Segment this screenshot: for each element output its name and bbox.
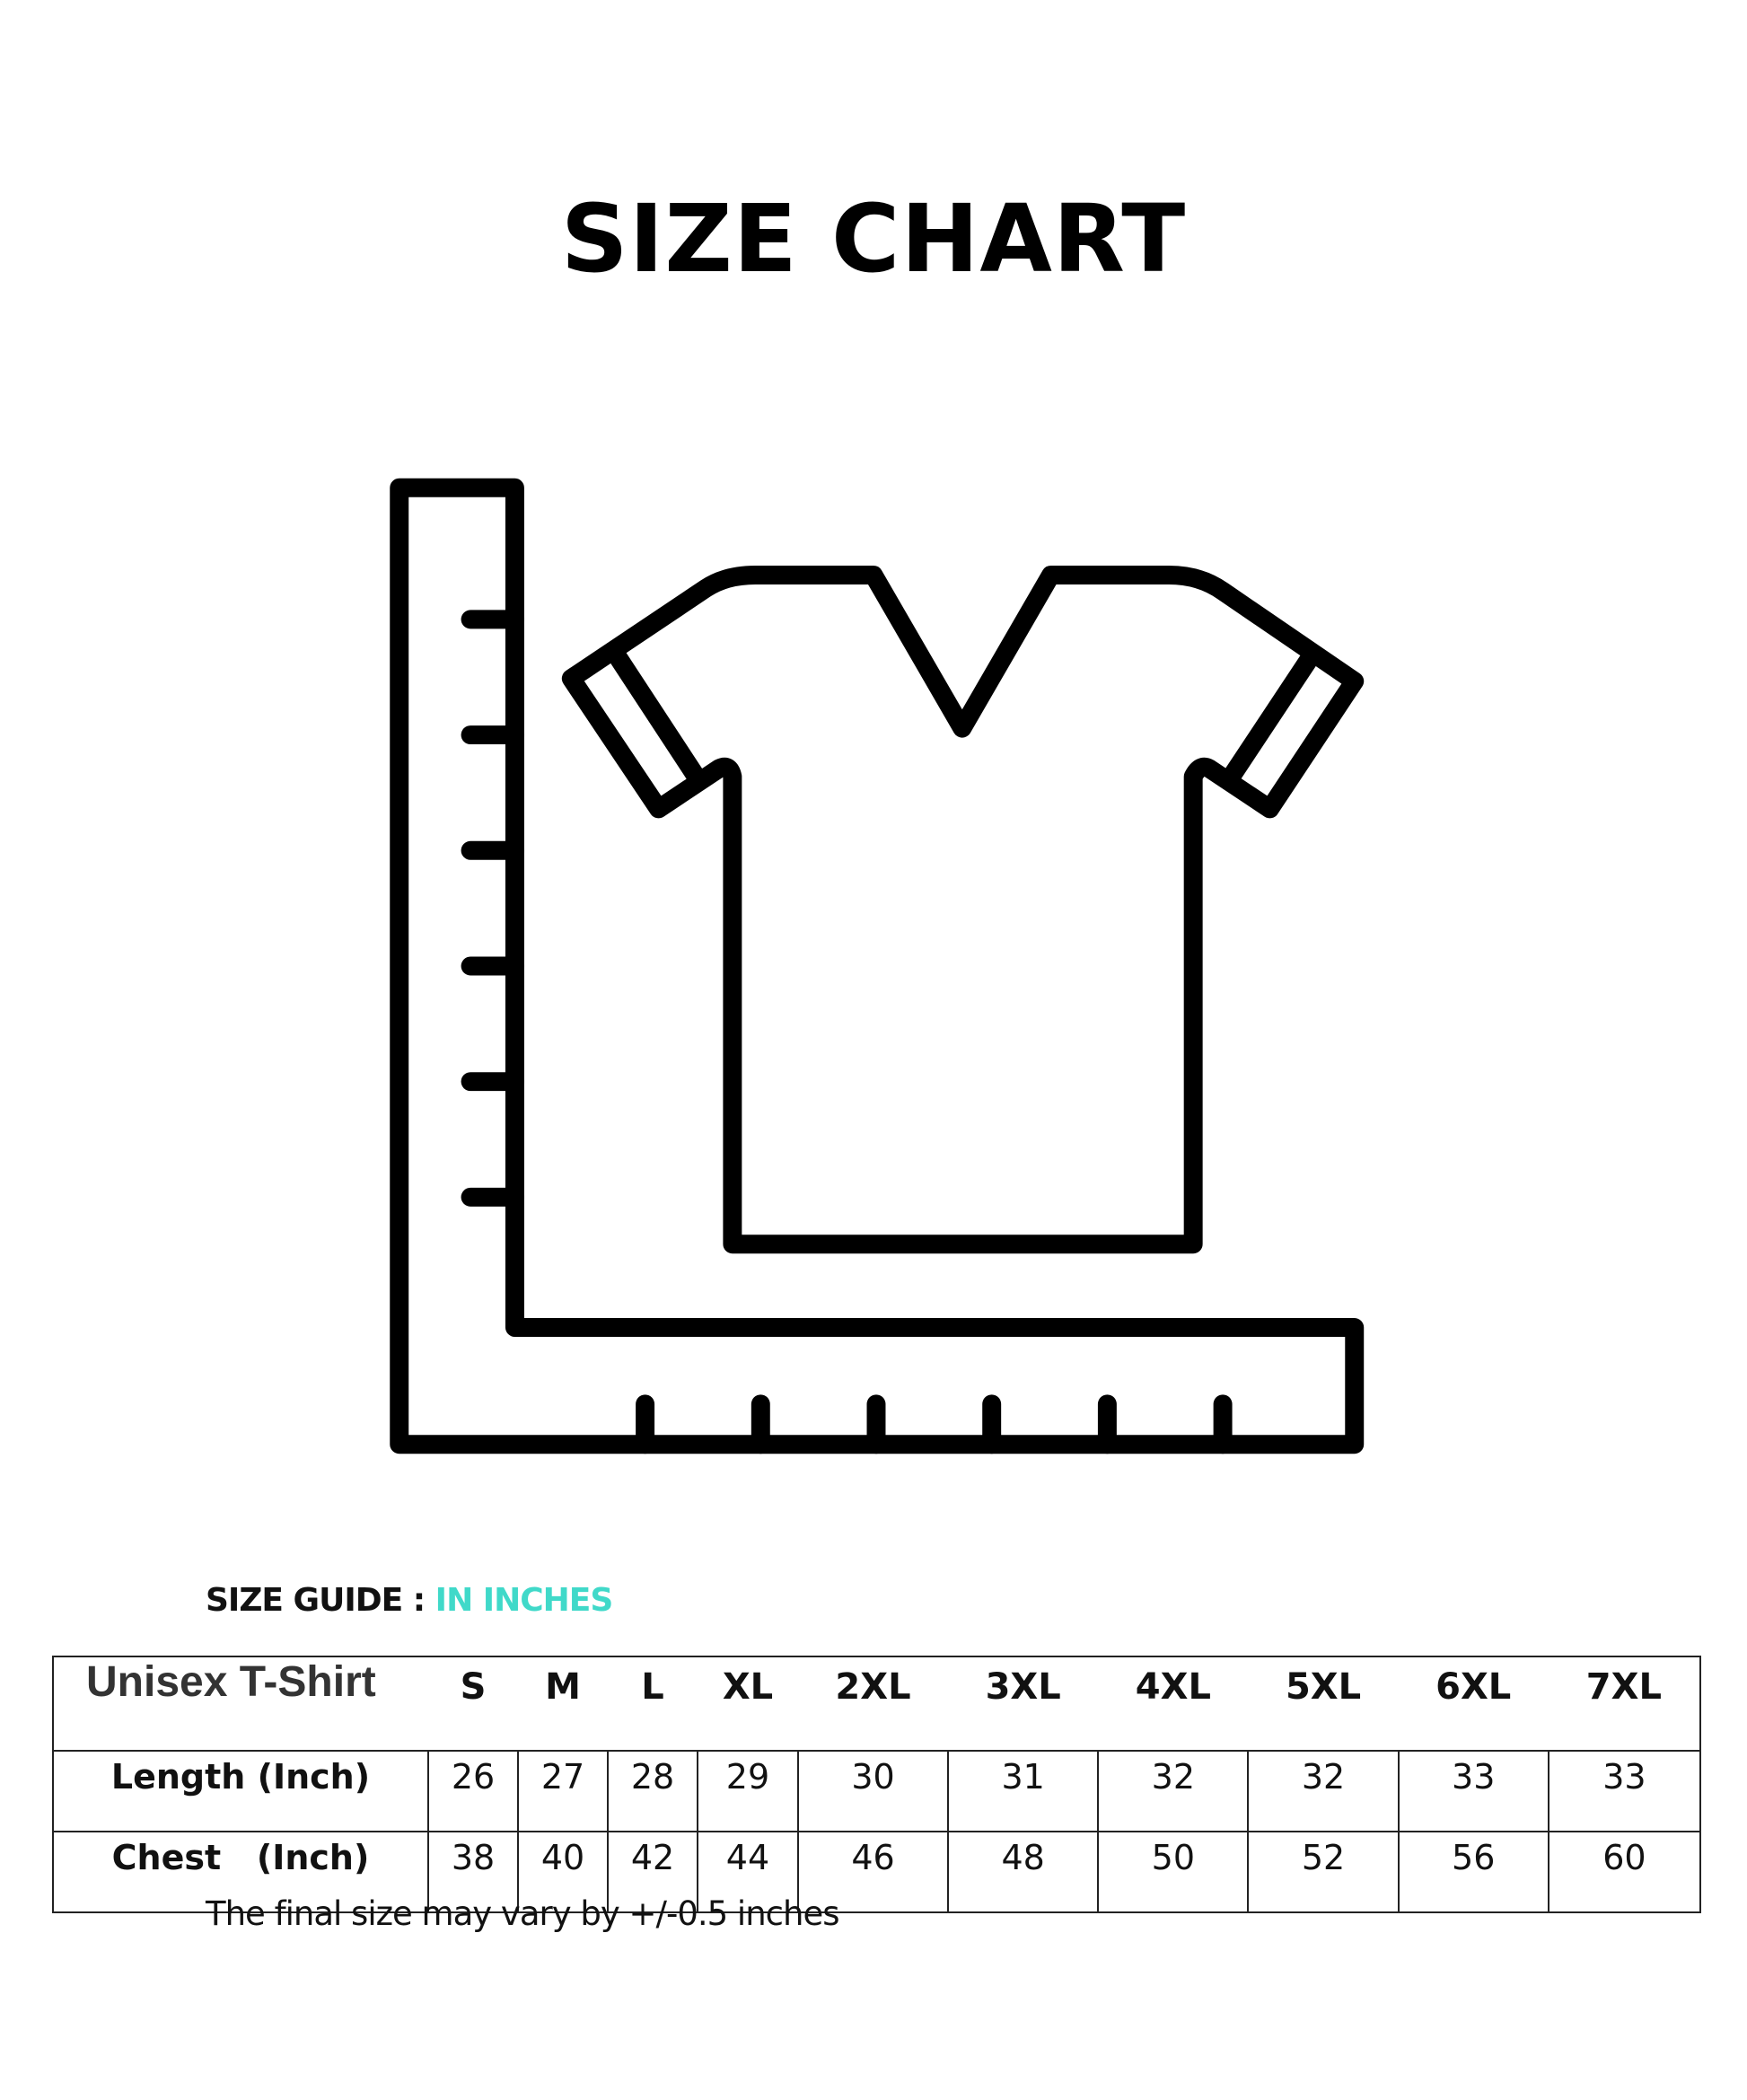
cell: 33 <box>1397 1750 1549 1832</box>
cell: 52 <box>1247 1831 1400 1913</box>
cell: 31 <box>947 1750 1100 1832</box>
table-row-length: Length (Inch) 26 27 28 29 30 31 32 32 33… <box>52 1750 1702 1832</box>
cell: 48 <box>947 1831 1100 1913</box>
product-name: Unisex T-Shirt <box>52 1656 428 1752</box>
cell: 46 <box>796 1831 950 1913</box>
cell: 56 <box>1397 1831 1549 1913</box>
size-header: S <box>428 1656 519 1752</box>
size-table: Unisex T-Shirt S M L XL 2XL 3XL 4XL 5XL … <box>52 1656 1702 1913</box>
size-header: 2XL <box>797 1656 949 1752</box>
table-header-row: Unisex T-Shirt S M L XL 2XL 3XL 4XL 5XL … <box>52 1656 1702 1752</box>
size-header: 3XL <box>948 1656 1099 1752</box>
size-guide-label: SIZE GUIDE : <box>206 1582 435 1619</box>
size-header: 7XL <box>1548 1656 1702 1752</box>
size-guide-unit: IN INCHES <box>435 1582 614 1619</box>
cell: 29 <box>697 1750 799 1832</box>
cell: 60 <box>1547 1831 1702 1913</box>
size-header: 5XL <box>1248 1656 1399 1752</box>
cell: 32 <box>1097 1750 1250 1832</box>
cell: 33 <box>1547 1750 1702 1832</box>
ruler-ticks-horizontal <box>636 1394 1233 1454</box>
cell: 38 <box>426 1831 520 1913</box>
ruler-shape <box>390 478 1365 1454</box>
page-title: SIZE CHART <box>560 184 1187 294</box>
cell: 42 <box>607 1831 699 1913</box>
cell: 50 <box>1097 1831 1250 1913</box>
size-guide-heading: SIZE GUIDE : IN INCHES <box>206 1582 614 1619</box>
cell: 30 <box>796 1750 950 1832</box>
cell: 26 <box>426 1750 520 1832</box>
ruler-ticks-vertical <box>461 610 524 1207</box>
cell: 28 <box>607 1750 699 1832</box>
tshirt-shape <box>561 566 1365 1254</box>
size-header: 4XL <box>1098 1656 1249 1752</box>
cell: 40 <box>517 1831 610 1913</box>
cell: 32 <box>1247 1750 1400 1832</box>
size-header: XL <box>698 1656 798 1752</box>
row-label: Length (Inch) <box>52 1750 429 1832</box>
table-row-chest: Chest (Inch) 38 40 42 44 46 48 50 52 56 … <box>52 1831 1702 1913</box>
size-header: 6XL <box>1398 1656 1549 1752</box>
cell: 27 <box>517 1750 610 1832</box>
size-header: M <box>518 1656 609 1752</box>
size-note: The final size may vary by +/-0.5 inches <box>206 1894 839 1933</box>
size-header: L <box>608 1656 698 1752</box>
row-label: Chest (Inch) <box>52 1831 429 1913</box>
cell: 44 <box>697 1831 799 1913</box>
